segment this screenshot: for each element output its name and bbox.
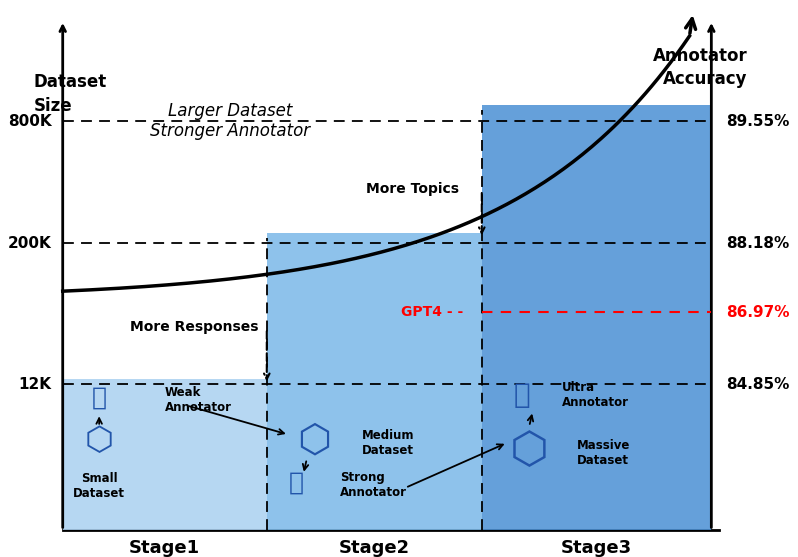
Text: ⬡: ⬡ [297,421,331,459]
Text: Stage3: Stage3 [561,539,632,557]
Text: Massive
Dataset: Massive Dataset [576,439,630,467]
Text: More Topics: More Topics [366,182,459,196]
Text: 89.55%: 89.55% [726,114,789,129]
Text: Small
Dataset: Small Dataset [73,472,125,500]
Text: Strong
Annotator: Strong Annotator [340,471,407,499]
Text: 🤖: 🤖 [514,381,530,409]
Text: Stage2: Stage2 [339,539,410,557]
Text: 84.85%: 84.85% [726,377,789,392]
Text: 88.18%: 88.18% [726,236,789,251]
Bar [267,233,482,530]
Text: ⬡: ⬡ [85,423,113,457]
Text: 800K: 800K [8,114,52,129]
Text: 200K: 200K [8,236,52,251]
Text: GPT4 - -: GPT4 - - [401,305,464,320]
Text: 86.97%: 86.97% [726,305,789,320]
Text: ⬡: ⬡ [510,429,548,472]
Text: Larger Dataset
Stronger Annotator: Larger Dataset Stronger Annotator [150,102,310,140]
Text: Medium
Dataset: Medium Dataset [361,429,414,457]
Text: Ultra
Annotator: Ultra Annotator [562,381,629,409]
Text: 12K: 12K [19,377,52,392]
Text: 🤖: 🤖 [288,471,303,495]
Text: 🤖: 🤖 [92,385,107,409]
Bar [482,105,711,530]
Text: Weak
Annotator: Weak Annotator [164,386,231,414]
Text: Annotator
Accuracy: Annotator Accuracy [653,47,748,89]
Text: More Responses: More Responses [129,320,258,334]
Text: Stage1: Stage1 [129,539,200,557]
Text: Dataset
Size: Dataset Size [34,74,107,115]
Bar [63,379,267,530]
